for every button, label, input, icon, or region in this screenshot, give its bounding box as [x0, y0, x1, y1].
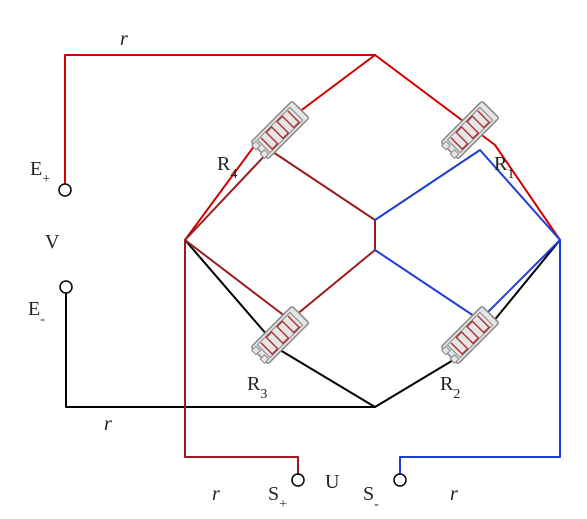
label: E+ [30, 158, 50, 187]
wire [375, 240, 560, 320]
terminal [292, 474, 304, 486]
label: R4 [217, 153, 237, 182]
label: E- [28, 298, 45, 327]
wire [375, 150, 560, 240]
label: R3 [247, 373, 267, 402]
strain-gauge-R3 [250, 306, 309, 365]
terminal [60, 281, 72, 293]
label: r [104, 413, 112, 435]
label: R2 [440, 373, 460, 402]
label: r [450, 483, 458, 505]
terminal [394, 474, 406, 486]
label: r [120, 28, 128, 50]
label: S- [363, 483, 379, 512]
strain-gauge-R4 [250, 101, 309, 160]
label: V [45, 231, 60, 253]
label: U [325, 471, 340, 493]
label: S+ [268, 483, 287, 512]
terminal [59, 184, 71, 196]
wire [185, 150, 375, 240]
strain-gauge-R2 [440, 306, 499, 365]
label: r [212, 483, 220, 505]
wire [185, 240, 298, 480]
wire [400, 240, 560, 480]
wire [66, 287, 375, 407]
wire [185, 240, 375, 320]
wheatstone-bridge-diagram: E+E-VUS+S-R1R2R3R4rrrr [0, 0, 587, 519]
